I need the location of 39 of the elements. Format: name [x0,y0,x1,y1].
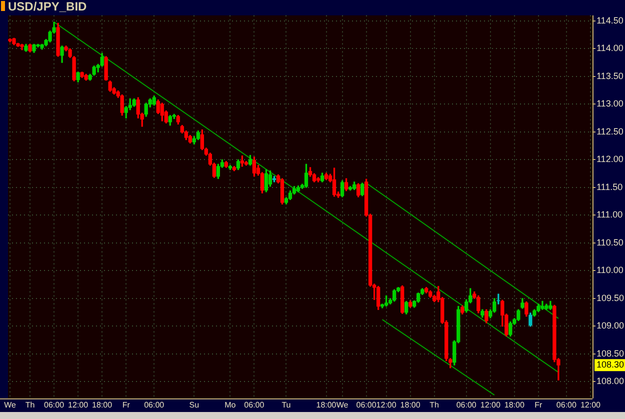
x-tick-label: Su [189,400,200,410]
x-tick-label: 12:00 [68,400,89,410]
x-tick-label: Tu [282,400,291,410]
y-tick-label: 113.00 [596,98,624,109]
y-tick-label: 114.50 [596,15,624,26]
x-tick-label: 06:00 [356,400,377,410]
x-tick-label: 06:00 [556,400,578,410]
x-tick-label: We [4,400,16,410]
y-tick-label: 109.50 [596,292,624,303]
x-tick-label: Fr [534,400,543,410]
x-tick-label: We [336,400,349,410]
y-tick-label: 114.00 [596,43,624,54]
y-tick-label: 108.50 [596,348,624,358]
y-tick-label: 109.00 [596,320,624,331]
x-tick-label: 06:00 [44,400,65,410]
y-tick-label: 111.50 [596,182,623,192]
x-tick-label: 06:00 [144,400,165,410]
y-tick-label: 110.50 [596,237,624,248]
chart-title: USD/JPY_BID [8,0,88,14]
x-tick-label: 18:00 [92,400,113,410]
y-tick-label: 113.50 [596,70,624,81]
y-tick-label: 110.00 [596,265,624,276]
x-tick-label: 12:00 [580,400,602,410]
x-tick-label: 12:00 [480,400,501,410]
x-tick-label: Fr [122,400,130,410]
x-tick-label: 12:00 [376,400,397,410]
x-tick-label: Th [25,400,35,410]
x-tick-label: 06:00 [244,400,265,410]
x-tick-label: Th [430,400,440,410]
y-tick-label: 108.00 [596,376,624,386]
y-tick-label: 112.50 [596,126,624,136]
x-tick-label: 18:00 [400,400,421,410]
x-tick-label: 06:00 [456,400,477,410]
annotation: 108.30 [596,360,624,370]
x-tick-label: Mo [224,400,236,410]
x-tick-label: 18:00 [504,400,525,410]
y-tick-label: 111.00 [596,210,623,220]
x-tick-label: 18:00 [316,400,337,410]
y-tick-label: 112.00 [596,154,624,164]
